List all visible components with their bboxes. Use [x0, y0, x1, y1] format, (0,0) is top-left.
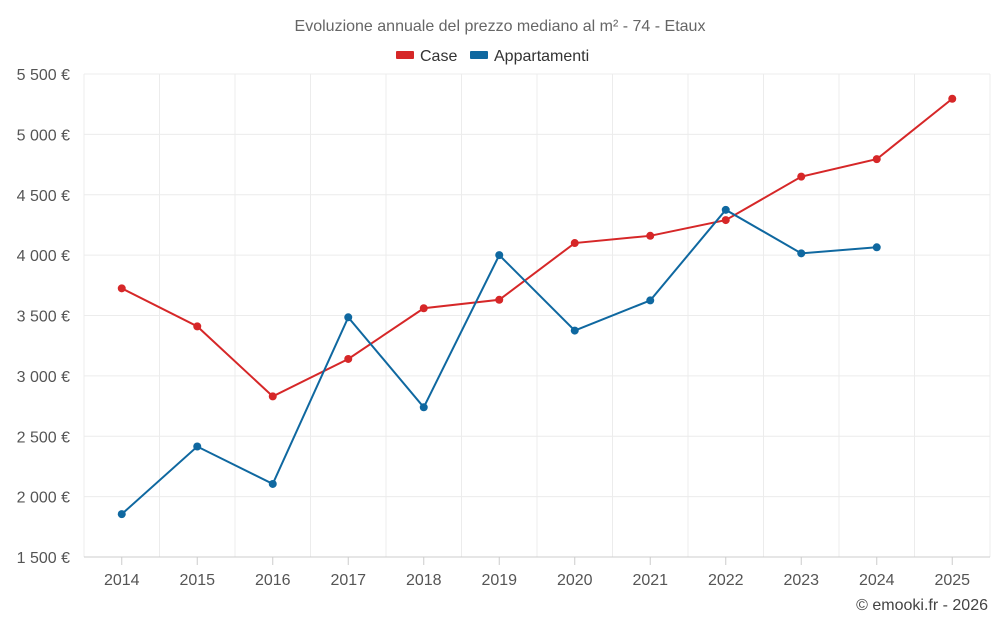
legend-swatch — [396, 51, 414, 59]
legend-label: Case — [420, 48, 457, 65]
data-point[interactable] — [570, 326, 579, 335]
legend-swatch — [470, 51, 488, 59]
data-point[interactable] — [872, 243, 881, 252]
data-point[interactable] — [797, 249, 806, 258]
x-tick-label: 2019 — [481, 572, 517, 589]
y-tick-label: 3 000 € — [17, 369, 70, 386]
data-point[interactable] — [721, 216, 730, 225]
x-tick-label: 2015 — [179, 572, 215, 589]
series-0 — [117, 94, 957, 401]
x-tick-label: 2025 — [934, 572, 970, 589]
x-tick-label: 2023 — [783, 572, 819, 589]
credit-text: © emooki.fr - 2026 — [856, 597, 988, 614]
data-point[interactable] — [193, 322, 202, 331]
data-point[interactable] — [117, 510, 126, 519]
x-tick-label: 2020 — [557, 572, 593, 589]
legend: Case Appartamenti — [396, 48, 589, 65]
grid — [83, 73, 991, 557]
data-point[interactable] — [419, 403, 428, 412]
y-tick-label: 1 500 € — [17, 550, 70, 567]
x-tick-label: 2014 — [104, 572, 140, 589]
data-point[interactable] — [495, 251, 504, 260]
y-tick-label: 4 500 € — [17, 188, 70, 205]
data-point[interactable] — [268, 479, 277, 488]
data-point[interactable] — [948, 94, 957, 103]
data-point[interactable] — [646, 296, 655, 305]
y-tick-label: 5 500 € — [17, 67, 70, 84]
data-point[interactable] — [419, 304, 428, 313]
data-point[interactable] — [646, 231, 655, 240]
axes: 1 500 € 2 000 € 2 500 € 3 000 € 3 500 € 4 000… — [17, 67, 990, 589]
data-point[interactable] — [344, 313, 353, 322]
x-tick-label: 2016 — [255, 572, 291, 589]
x-tick-label: 2024 — [859, 572, 895, 589]
data-point[interactable] — [268, 392, 277, 401]
x-tick-label: 2021 — [632, 572, 668, 589]
legend-item[interactable]: Appartamenti — [470, 48, 589, 65]
data-point[interactable] — [117, 284, 126, 293]
y-tick-label: 3 500 € — [17, 309, 70, 326]
data-point[interactable] — [570, 239, 579, 248]
data-point[interactable] — [872, 155, 881, 164]
legend-label: Appartamenti — [494, 48, 589, 65]
legend-item[interactable]: Case — [396, 48, 457, 65]
y-tick-label: 2 000 € — [17, 490, 70, 507]
series-line — [121, 97, 953, 398]
y-tick-label: 2 500 € — [17, 429, 70, 446]
data-point[interactable] — [721, 205, 730, 214]
data-point[interactable] — [344, 354, 353, 363]
chart-title: Evoluzione annuale del prezzo mediano al… — [295, 18, 706, 35]
series-layer — [117, 94, 957, 519]
series-1 — [117, 205, 881, 519]
data-point[interactable] — [495, 295, 504, 304]
x-tick-label: 2022 — [708, 572, 744, 589]
data-point[interactable] — [193, 442, 202, 451]
y-tick-label: 5 000 € — [17, 127, 70, 144]
data-point[interactable] — [797, 172, 806, 181]
x-tick-label: 2017 — [330, 572, 366, 589]
y-tick-label: 4 000 € — [17, 248, 70, 265]
x-tick-label: 2018 — [406, 572, 442, 589]
